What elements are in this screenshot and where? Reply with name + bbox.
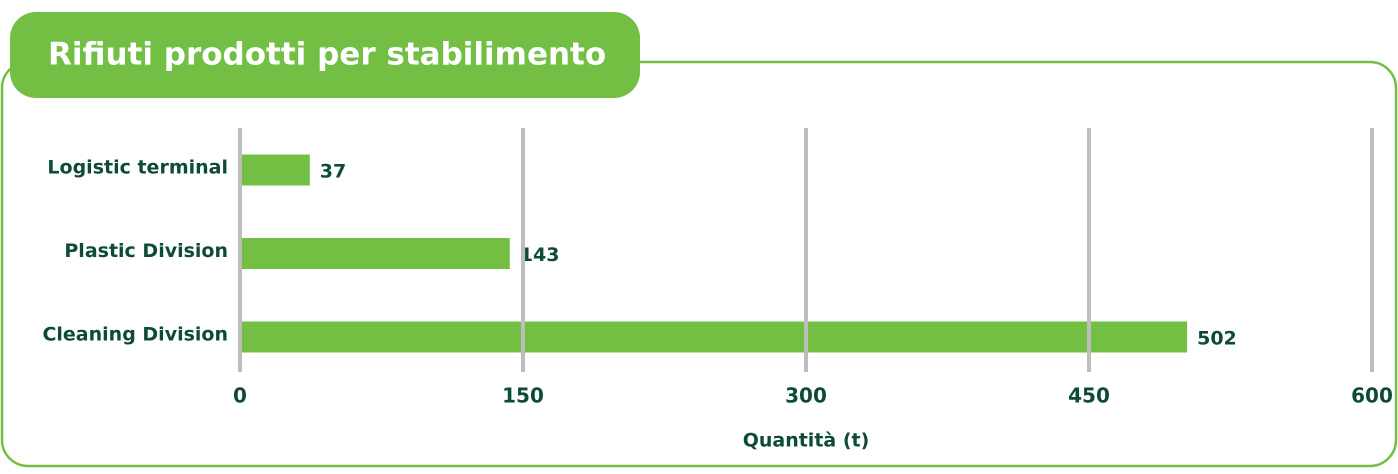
x-axis-title: Quantità (t) <box>743 430 870 452</box>
value-label: 37 <box>320 161 346 183</box>
bar <box>240 321 1188 353</box>
y-tick-label: Cleaning Division <box>42 324 228 346</box>
x-tick-label: 450 <box>1068 384 1110 408</box>
x-tick-label: 600 <box>1351 384 1393 408</box>
x-tick-label: 0 <box>233 384 247 408</box>
plot-area: Logistic terminal 37 Plastic Division 143 Cl… <box>42 128 1393 408</box>
title-tab <box>10 12 640 98</box>
x-tick-label: 300 <box>785 384 827 408</box>
chart-title: Rifiuti prodotti per stabilimento <box>48 37 606 73</box>
bar <box>240 238 510 269</box>
value-label: 502 <box>1197 328 1237 350</box>
x-tick-label: 150 <box>502 384 544 408</box>
value-label: 143 <box>520 244 560 266</box>
bar <box>240 154 310 186</box>
y-tick-label: Plastic Division <box>64 240 228 262</box>
chart-frame <box>0 60 1398 468</box>
y-tick-label: Logistic terminal <box>47 157 228 179</box>
